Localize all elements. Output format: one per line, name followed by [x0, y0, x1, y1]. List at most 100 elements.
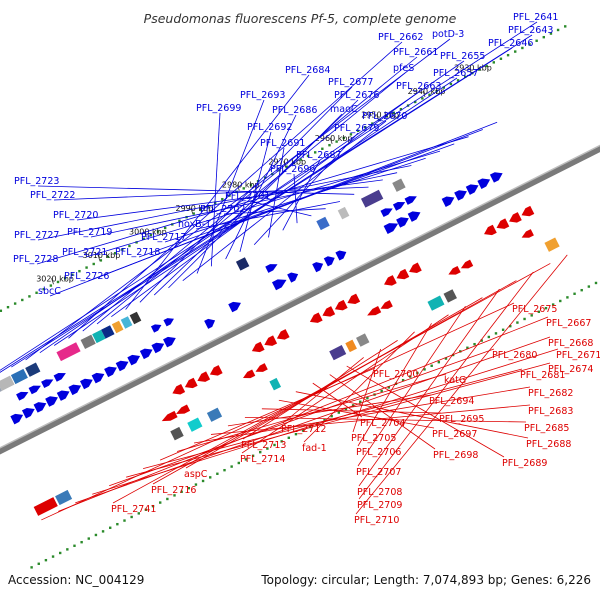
forward-gene-arrow: [489, 172, 503, 183]
reverse-leader-line: [112, 263, 551, 504]
reverse-gene-arrow: [197, 371, 211, 382]
outer-tick-dot: [478, 68, 481, 71]
forward-gene-arrow: [163, 336, 176, 348]
reverse-gene-arrow: [255, 363, 268, 372]
reverse-leader-line: [357, 305, 466, 467]
reverse-feature-block: [356, 333, 370, 347]
forward-gene-arrow: [56, 390, 70, 401]
forward-feature-block: [360, 189, 384, 208]
reverse-gene-arrow: [184, 377, 198, 389]
forward-gene-label: PFL_2719: [67, 227, 112, 238]
reverse-gene-label: PFL_2700: [373, 369, 418, 380]
reverse-gene-label: katG: [444, 375, 466, 386]
reverse-gene-arrow: [521, 205, 535, 217]
outer-tick-dot: [456, 79, 460, 82]
forward-feature-block: [80, 334, 96, 349]
reverse-gene-label: PFL_2698: [433, 450, 478, 461]
forward-gene-label: maoC: [330, 104, 358, 115]
forward-gene-arrow: [163, 318, 174, 327]
forward-gene-label: PFL_2728: [13, 254, 58, 265]
forward-feature-block: [10, 368, 28, 385]
inner-tick-dot: [316, 422, 319, 425]
inner-tick-dot: [309, 425, 312, 429]
forward-gene-label: sbcC: [38, 286, 61, 297]
inner-tick-dot: [58, 551, 62, 555]
outer-tick-dot: [28, 295, 31, 298]
outer-tick-dot: [6, 305, 10, 309]
forward-leader-line: [282, 159, 321, 231]
inner-tick-dot: [509, 324, 512, 328]
inner-tick-dot: [287, 436, 291, 439]
reverse-gene-arrow: [161, 410, 178, 422]
reverse-gene-arrow: [276, 329, 290, 340]
outer-tick-dot: [192, 212, 195, 215]
reverse-gene-label: PFL_2704: [360, 418, 405, 429]
reverse-gene-label: PFL_2667: [546, 318, 591, 329]
inner-tick-dot: [187, 486, 190, 490]
reverse-leader-line: [126, 362, 551, 478]
reverse-gene-arrow: [176, 404, 191, 414]
inner-tick-dot: [87, 537, 90, 540]
reverse-leader-line: [358, 288, 500, 487]
forward-gene-label: PFL_2721: [62, 247, 107, 258]
outer-tick-dot: [499, 57, 503, 60]
reverse-gene-arrow: [396, 268, 410, 280]
reverse-gene-label: PFL_2709: [357, 500, 402, 511]
inner-tick-dot: [516, 321, 519, 324]
forward-gene-label: PFL_2670: [362, 111, 407, 122]
inner-tick-dot: [144, 508, 148, 511]
forward-gene-label: PFL_2693: [240, 90, 285, 101]
inner-tick-dot: [594, 281, 598, 285]
forward-leader-line: [182, 120, 387, 282]
inner-tick-dot: [73, 544, 76, 547]
forward-gene-label: PFL_2662: [378, 32, 423, 43]
inner-tick-dot: [501, 328, 505, 331]
reverse-feature-block: [187, 417, 203, 432]
outer-tick-dot: [249, 183, 253, 186]
forward-feature-block: [101, 325, 115, 339]
reverse-leader-line: [92, 348, 559, 495]
inner-tick-dot: [530, 314, 533, 317]
outer-tick-dot: [549, 32, 553, 35]
forward-leader-line: [85, 150, 441, 258]
forward-gene-label: PFL_2696: [270, 164, 315, 175]
inner-tick-dot: [116, 522, 119, 526]
forward-gene-label: PFL_2727: [14, 230, 59, 241]
inner-tick-dot: [444, 357, 448, 360]
forward-leader-line: [49, 121, 498, 297]
forward-feature-block: [56, 342, 81, 362]
outer-tick-dot: [528, 43, 531, 46]
outer-tick-dot: [399, 107, 403, 111]
forward-gene-arrow: [265, 264, 278, 273]
forward-gene-label: PFL_2722: [30, 190, 75, 201]
outer-tick-dot: [0, 309, 3, 312]
outer-tick-dot: [63, 277, 67, 280]
outer-tick-dot: [442, 86, 445, 89]
reverse-gene-label: PFL_2688: [526, 439, 571, 450]
forward-gene-arrow: [21, 408, 35, 419]
forward-feature-block: [111, 320, 124, 334]
inner-tick-dot: [223, 468, 226, 472]
inner-tick-dot: [337, 411, 341, 414]
forward-gene-label: PFL_2641: [513, 12, 558, 23]
reverse-feature-block: [33, 497, 58, 516]
inner-tick-dot: [366, 396, 369, 400]
forward-gene-label: PFL_2691: [260, 138, 305, 149]
reverse-gene-label: PFL_2694: [429, 396, 474, 407]
kbp-label: 3010 kbp: [83, 251, 121, 260]
backbone-line: [0, 145, 600, 455]
forward-leader-line: [225, 114, 297, 260]
outer-tick-dot: [421, 97, 424, 100]
reverse-gene-label: PFL_2671: [556, 350, 600, 361]
outer-tick-dot: [56, 280, 60, 284]
inner-tick-dot: [230, 465, 233, 468]
outer-tick-dot: [363, 125, 367, 129]
outer-tick-dot: [485, 64, 488, 68]
gene-labels: PFL_2641PFL_2643PFL_2646potD-3PFL_2655PF…: [13, 12, 600, 526]
forward-leader-line: [164, 157, 426, 243]
forward-leader-line: [223, 208, 326, 215]
forward-gene-arrow: [45, 396, 58, 407]
forward-feature-block: [392, 178, 406, 192]
inner-tick-dot: [580, 288, 583, 292]
forward-gene-label: PFL_2661: [393, 47, 438, 58]
